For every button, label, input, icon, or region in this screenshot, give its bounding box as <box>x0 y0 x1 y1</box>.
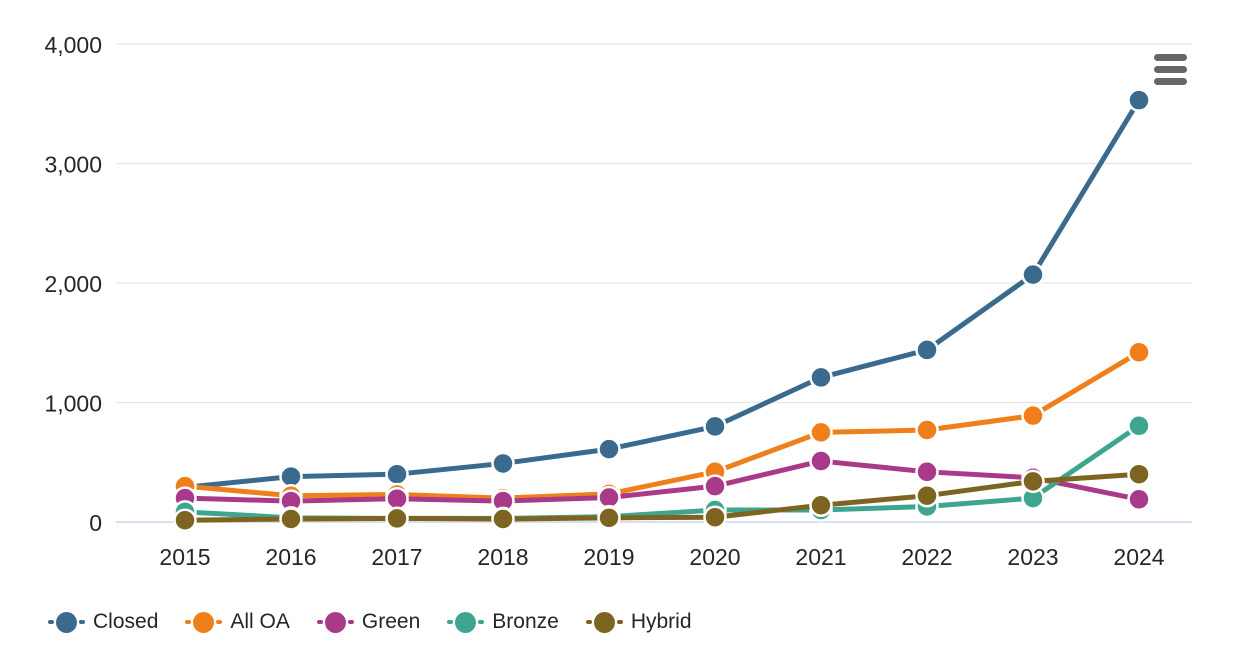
legend-dash-icon <box>447 620 454 624</box>
marker-green-2017[interactable] <box>385 486 409 511</box>
legend-item-closed[interactable]: Closed <box>48 610 158 634</box>
marker-closed-2020[interactable] <box>703 414 727 439</box>
x-tick-label: 2024 <box>1113 544 1164 570</box>
marker-all-oa-2024[interactable] <box>1127 340 1151 365</box>
x-tick-label: 2018 <box>477 544 528 570</box>
series-line-closed <box>182 97 1142 490</box>
marker-green-2022[interactable] <box>915 460 939 484</box>
legend-item-bronze[interactable]: Bronze <box>447 610 559 634</box>
legend-dash-icon <box>185 620 192 624</box>
legend-label: All OA <box>230 610 290 633</box>
marker-hybrid-2024[interactable] <box>1127 462 1151 486</box>
x-tick-label: 2015 <box>159 544 210 570</box>
legend-marker-icon <box>193 611 215 633</box>
legend-dash-icon <box>79 620 85 624</box>
legend-dash-icon <box>216 620 223 624</box>
legend-label: Bronze <box>492 610 559 633</box>
marker-all-oa-2022[interactable] <box>915 418 939 442</box>
y-tick-label: 2,000 <box>44 271 102 297</box>
marker-closed-2023[interactable] <box>1021 262 1045 287</box>
marker-closed-2017[interactable] <box>385 462 409 486</box>
series-line-hybrid <box>182 471 1142 523</box>
legend-marker-icon <box>56 611 77 633</box>
legend-dash-icon <box>478 620 485 624</box>
y-tick-label: 3,000 <box>44 152 102 178</box>
marker-all-oa-2023[interactable] <box>1021 403 1045 428</box>
legend-dash-icon <box>48 620 54 624</box>
marker-all-oa-2021[interactable] <box>809 420 833 445</box>
legend-label: Closed <box>93 610 159 633</box>
marker-closed-2021[interactable] <box>809 365 833 390</box>
legend-dash-icon <box>347 620 354 624</box>
legend-marker-icon <box>593 611 615 633</box>
hamburger-bar <box>1154 78 1187 85</box>
x-tick-label: 2023 <box>1007 544 1058 570</box>
marker-hybrid-2017[interactable] <box>385 506 409 531</box>
x-tick-label: 2017 <box>371 544 422 570</box>
series-line-all-oa <box>182 349 1142 501</box>
marker-bronze-2024[interactable] <box>1127 414 1151 438</box>
marker-green-2019[interactable] <box>597 485 621 510</box>
x-tick-label: 2020 <box>689 544 740 570</box>
marker-hybrid-2022[interactable] <box>915 483 939 508</box>
y-tick-label: 4,000 <box>44 32 102 58</box>
marker-closed-2024[interactable] <box>1127 88 1151 112</box>
marker-hybrid-2018[interactable] <box>491 507 515 531</box>
y-tick-label: 1,000 <box>44 391 102 417</box>
chart-plot: 0 1,000 2,000 3,000 4,000 2015 2016 2017 2018 201… <box>44 32 1192 570</box>
marker-green-2021[interactable] <box>809 449 833 473</box>
legend-dash-icon <box>585 620 592 624</box>
chart-context-menu-button[interactable] <box>1154 54 1187 85</box>
marker-hybrid-2019[interactable] <box>597 506 621 530</box>
x-tick-label: 2021 <box>795 544 846 570</box>
y-tick-label: 0 <box>89 510 102 536</box>
marker-green-2020[interactable] <box>703 474 727 498</box>
marker-hybrid-2021[interactable] <box>809 493 833 518</box>
legend-dash-icon <box>316 620 323 624</box>
x-tick-label: 2022 <box>901 544 952 570</box>
marker-hybrid-2020[interactable] <box>703 505 727 529</box>
legend-marker-icon <box>455 611 477 633</box>
marker-closed-2018[interactable] <box>491 451 515 476</box>
marker-hybrid-2023[interactable] <box>1021 469 1045 494</box>
legend-item-hybrid[interactable]: Hybrid <box>585 610 692 634</box>
x-tick-label: 2016 <box>265 544 316 570</box>
hamburger-bar <box>1154 66 1187 73</box>
legend-item-green[interactable]: Green <box>316 610 421 634</box>
legend-item-all-oa[interactable]: All OA <box>185 610 290 634</box>
series-line-green <box>182 458 1142 504</box>
legend-label: Hybrid <box>630 610 692 633</box>
hamburger-menu-icon <box>1154 54 1187 85</box>
marker-green-2024[interactable] <box>1127 487 1151 512</box>
marker-closed-2019[interactable] <box>597 437 621 461</box>
chart-legend: Closed All OA Green Bronze Hybrid <box>48 600 692 644</box>
legend-dash-icon <box>616 620 623 624</box>
marker-closed-2022[interactable] <box>915 338 939 362</box>
hamburger-bar <box>1154 54 1187 61</box>
marker-hybrid-2015[interactable] <box>173 508 197 532</box>
marker-hybrid-2016[interactable] <box>279 507 303 531</box>
marker-closed-2016[interactable] <box>279 464 303 489</box>
x-tick-label: 2019 <box>583 544 634 570</box>
legend-label: Green <box>361 610 421 633</box>
legend-marker-icon <box>324 611 346 633</box>
